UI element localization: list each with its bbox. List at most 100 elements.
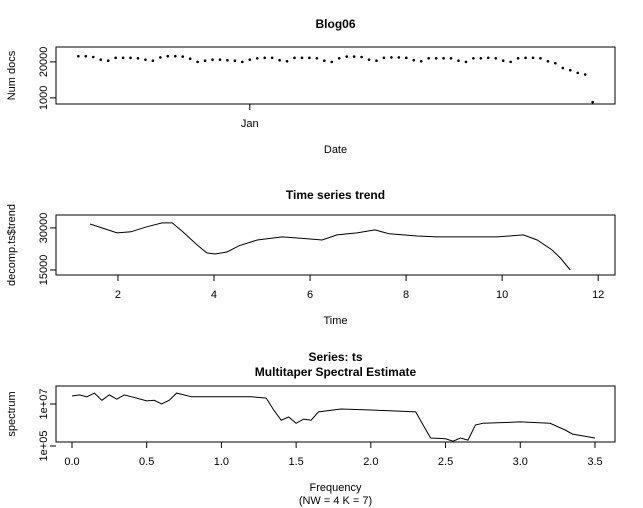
y-axis-label: decomp.ts$trend <box>6 204 18 286</box>
plot-frame <box>55 46 616 105</box>
y-tick-label: 1e+05 <box>38 431 50 462</box>
point <box>405 56 408 60</box>
x-axis-label: Date <box>324 144 347 156</box>
point <box>203 59 207 63</box>
point <box>196 60 199 64</box>
point <box>255 56 259 60</box>
point <box>278 58 281 62</box>
x-tick-label: 0.0 <box>64 456 79 468</box>
line <box>71 392 596 442</box>
x-tick-label: 2.5 <box>438 456 453 468</box>
point <box>121 56 125 60</box>
x-tick-label: 3.0 <box>513 456 528 468</box>
point <box>330 60 334 64</box>
point <box>270 56 274 60</box>
point <box>77 54 80 58</box>
point <box>479 56 483 60</box>
point <box>300 56 304 60</box>
y-axis-label: Num docs <box>6 50 18 100</box>
y-tick-label: 1e+07 <box>38 389 50 420</box>
x-axis-note: (NW = 4 K = 7) <box>299 495 372 507</box>
point <box>419 59 423 63</box>
point <box>84 54 88 58</box>
line <box>89 222 571 271</box>
point <box>360 55 363 59</box>
point <box>99 58 103 61</box>
point <box>427 56 430 60</box>
point <box>516 56 520 60</box>
point <box>382 56 386 60</box>
x-tick-label: 6 <box>307 289 313 301</box>
point <box>457 59 460 63</box>
point <box>554 61 557 65</box>
point <box>539 56 542 60</box>
point <box>106 59 110 63</box>
point <box>442 56 445 60</box>
x-tick-label: 3.5 <box>587 456 602 468</box>
point <box>233 59 237 63</box>
point <box>486 56 490 60</box>
point <box>226 58 229 62</box>
point <box>434 56 438 60</box>
point <box>337 56 341 60</box>
point <box>352 55 356 58</box>
point <box>323 59 326 63</box>
y-tick-label: 1000 <box>38 86 50 110</box>
x-tick-label: Jan <box>241 118 259 130</box>
y-tick-label: 15000 <box>38 255 50 286</box>
x-tick-label: 10 <box>496 289 508 301</box>
x-tick-label: 8 <box>403 289 409 301</box>
point <box>509 60 512 64</box>
point <box>211 58 214 61</box>
y-tick-label: 20000 <box>38 47 50 78</box>
point <box>367 58 371 61</box>
point <box>494 56 498 60</box>
point <box>524 56 527 60</box>
point <box>501 59 505 63</box>
plot-frame <box>55 214 616 276</box>
x-tick-label: 4 <box>211 289 217 301</box>
point <box>136 56 140 60</box>
point <box>181 55 185 58</box>
point <box>293 56 296 60</box>
y-axis-label: spectrum <box>6 391 18 436</box>
x-tick-label: 0.5 <box>139 456 154 468</box>
point <box>241 60 244 64</box>
point <box>561 66 565 70</box>
point <box>248 58 252 61</box>
chart-subtitle: Multitaper Spectral Estimate <box>255 365 417 379</box>
y-tick-label: 30000 <box>38 213 50 244</box>
point <box>263 56 266 60</box>
point <box>129 56 132 60</box>
point <box>173 54 177 58</box>
point <box>188 57 192 61</box>
point <box>531 56 535 60</box>
x-tick-label: 1.0 <box>214 456 229 468</box>
point <box>315 56 319 60</box>
point <box>91 55 95 59</box>
point <box>576 71 580 75</box>
point <box>397 56 401 59</box>
point <box>166 54 170 58</box>
point <box>375 59 378 63</box>
point <box>568 68 572 72</box>
point <box>464 60 468 64</box>
point <box>390 56 393 59</box>
point <box>308 56 311 60</box>
point <box>144 58 147 61</box>
chart-title: Blog06 <box>315 17 355 31</box>
point <box>546 59 550 63</box>
point <box>159 56 162 59</box>
point <box>449 56 453 60</box>
point <box>151 59 155 63</box>
x-axis-label: Frequency <box>310 482 362 494</box>
x-tick-label: 2 <box>115 289 121 301</box>
plot-frame <box>55 385 616 443</box>
point <box>285 59 289 63</box>
point <box>583 73 587 76</box>
x-tick-label: 1.5 <box>288 456 303 468</box>
chart-title: Time series trend <box>286 188 385 202</box>
point <box>114 56 117 60</box>
